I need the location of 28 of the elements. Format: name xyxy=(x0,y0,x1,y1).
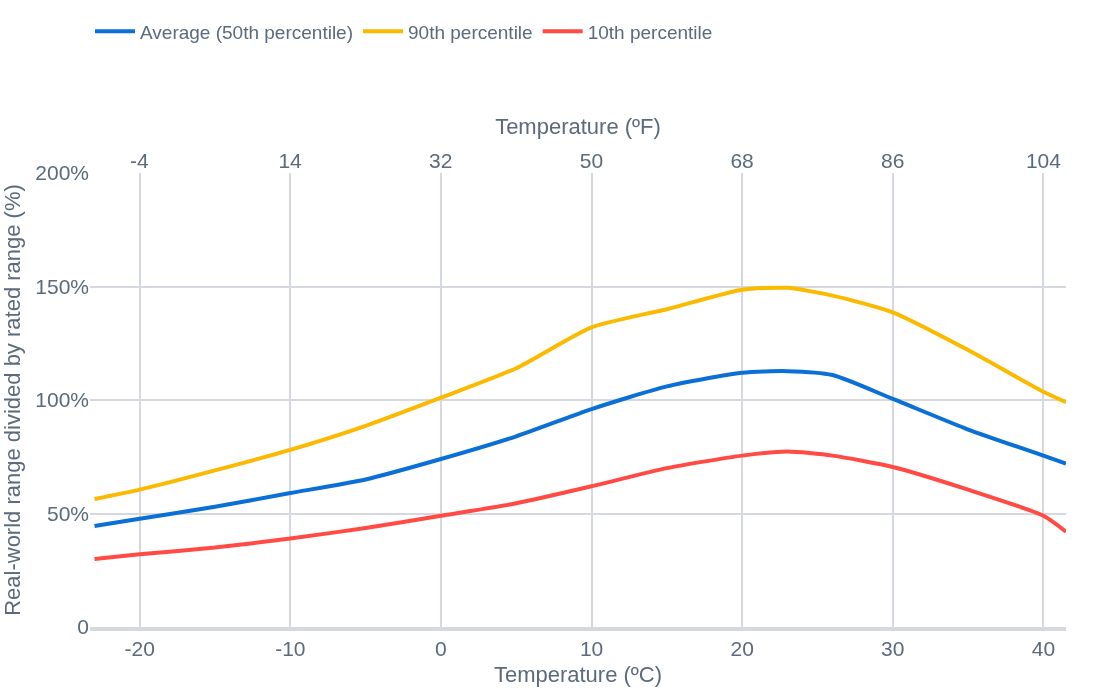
x2-tick-label: 68 xyxy=(730,148,754,172)
line-series xyxy=(92,449,1066,561)
x-axis-title: Temperature (ºC) xyxy=(493,661,663,687)
x-tick-label: -10 xyxy=(275,637,306,661)
y-tick-label: 100% xyxy=(35,388,89,412)
x2-tick-label: 50 xyxy=(579,148,604,172)
y-tick-label: 50% xyxy=(46,501,89,525)
x-tick-label: 0 xyxy=(435,637,447,661)
x-tick-label: 30 xyxy=(881,637,905,661)
x2-axis-title: Temperature (ºF) xyxy=(495,113,661,139)
x2-tick-label: 104 xyxy=(1025,148,1062,172)
x-tick-label: -20 xyxy=(124,637,155,661)
legend-label: 10th percentile xyxy=(587,21,713,43)
x-tick-label: 40 xyxy=(1031,637,1056,661)
x-tick-label: 10 xyxy=(579,637,604,661)
legend-label: 90th percentile xyxy=(408,21,533,43)
y-axis-title: Real-world range divided by rated range (%) xyxy=(0,184,26,616)
x2-tick-label: -4 xyxy=(130,148,150,172)
x2-tick-label: 14 xyxy=(278,148,303,172)
line-series xyxy=(92,369,1066,528)
y-tick-label: 200% xyxy=(35,161,89,185)
x2-tick-label: 86 xyxy=(881,148,905,172)
x2-tick-label: 32 xyxy=(429,148,453,172)
legend-label: Average (50th percentile) xyxy=(140,21,353,43)
y-tick-label: 0 xyxy=(77,615,89,639)
line-series xyxy=(92,285,1066,501)
y-tick-label: 150% xyxy=(35,274,89,298)
x-tick-label: 20 xyxy=(730,637,754,661)
